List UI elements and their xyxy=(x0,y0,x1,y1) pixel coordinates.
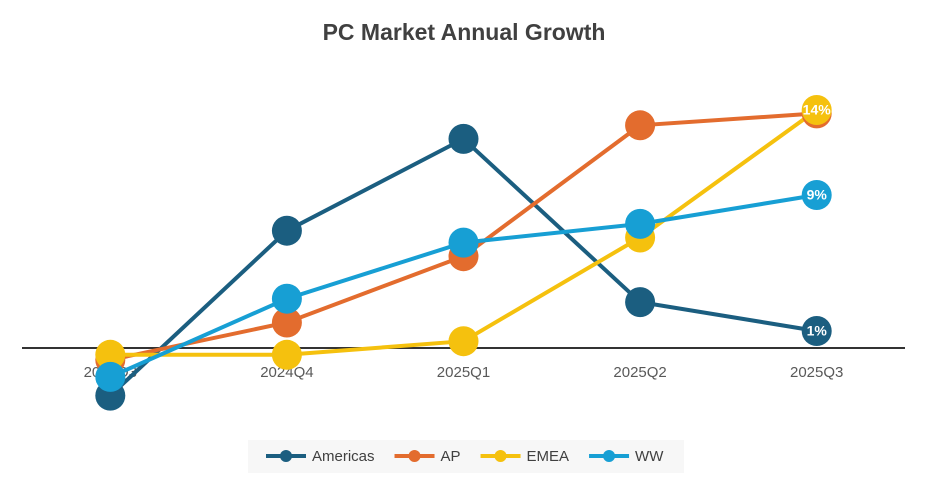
legend-marker xyxy=(408,450,421,462)
data-label: 9% xyxy=(807,187,828,203)
marker xyxy=(801,180,832,210)
marker xyxy=(271,283,302,314)
marker xyxy=(271,307,302,338)
marker xyxy=(625,110,656,141)
marker xyxy=(625,287,656,318)
marker xyxy=(95,361,126,392)
x-tick-label: 2025Q1 xyxy=(437,364,490,381)
marker xyxy=(625,208,656,239)
legend-label: EMEA xyxy=(527,448,570,465)
chart-title: PC Market Annual Growth xyxy=(323,19,606,45)
legend-label: AP xyxy=(441,448,461,465)
marker xyxy=(801,95,832,125)
marker xyxy=(95,339,126,370)
data-label: 1% xyxy=(807,323,828,339)
data-label: 14% xyxy=(803,102,832,118)
legend-marker xyxy=(280,450,292,462)
x-tick-label: 2024Q4 xyxy=(260,364,313,381)
marker xyxy=(271,339,302,370)
legend-label: WW xyxy=(635,448,664,465)
legend-label: Americas xyxy=(312,448,375,465)
marker xyxy=(801,316,832,346)
marker xyxy=(448,123,479,154)
x-tick-label: 2025Q3 xyxy=(790,364,843,381)
x-tick-label: 2025Q2 xyxy=(613,364,666,381)
marker xyxy=(448,326,479,357)
marker xyxy=(448,227,479,258)
legend-marker xyxy=(494,450,507,462)
legend-marker xyxy=(603,450,616,462)
marker xyxy=(271,215,302,246)
